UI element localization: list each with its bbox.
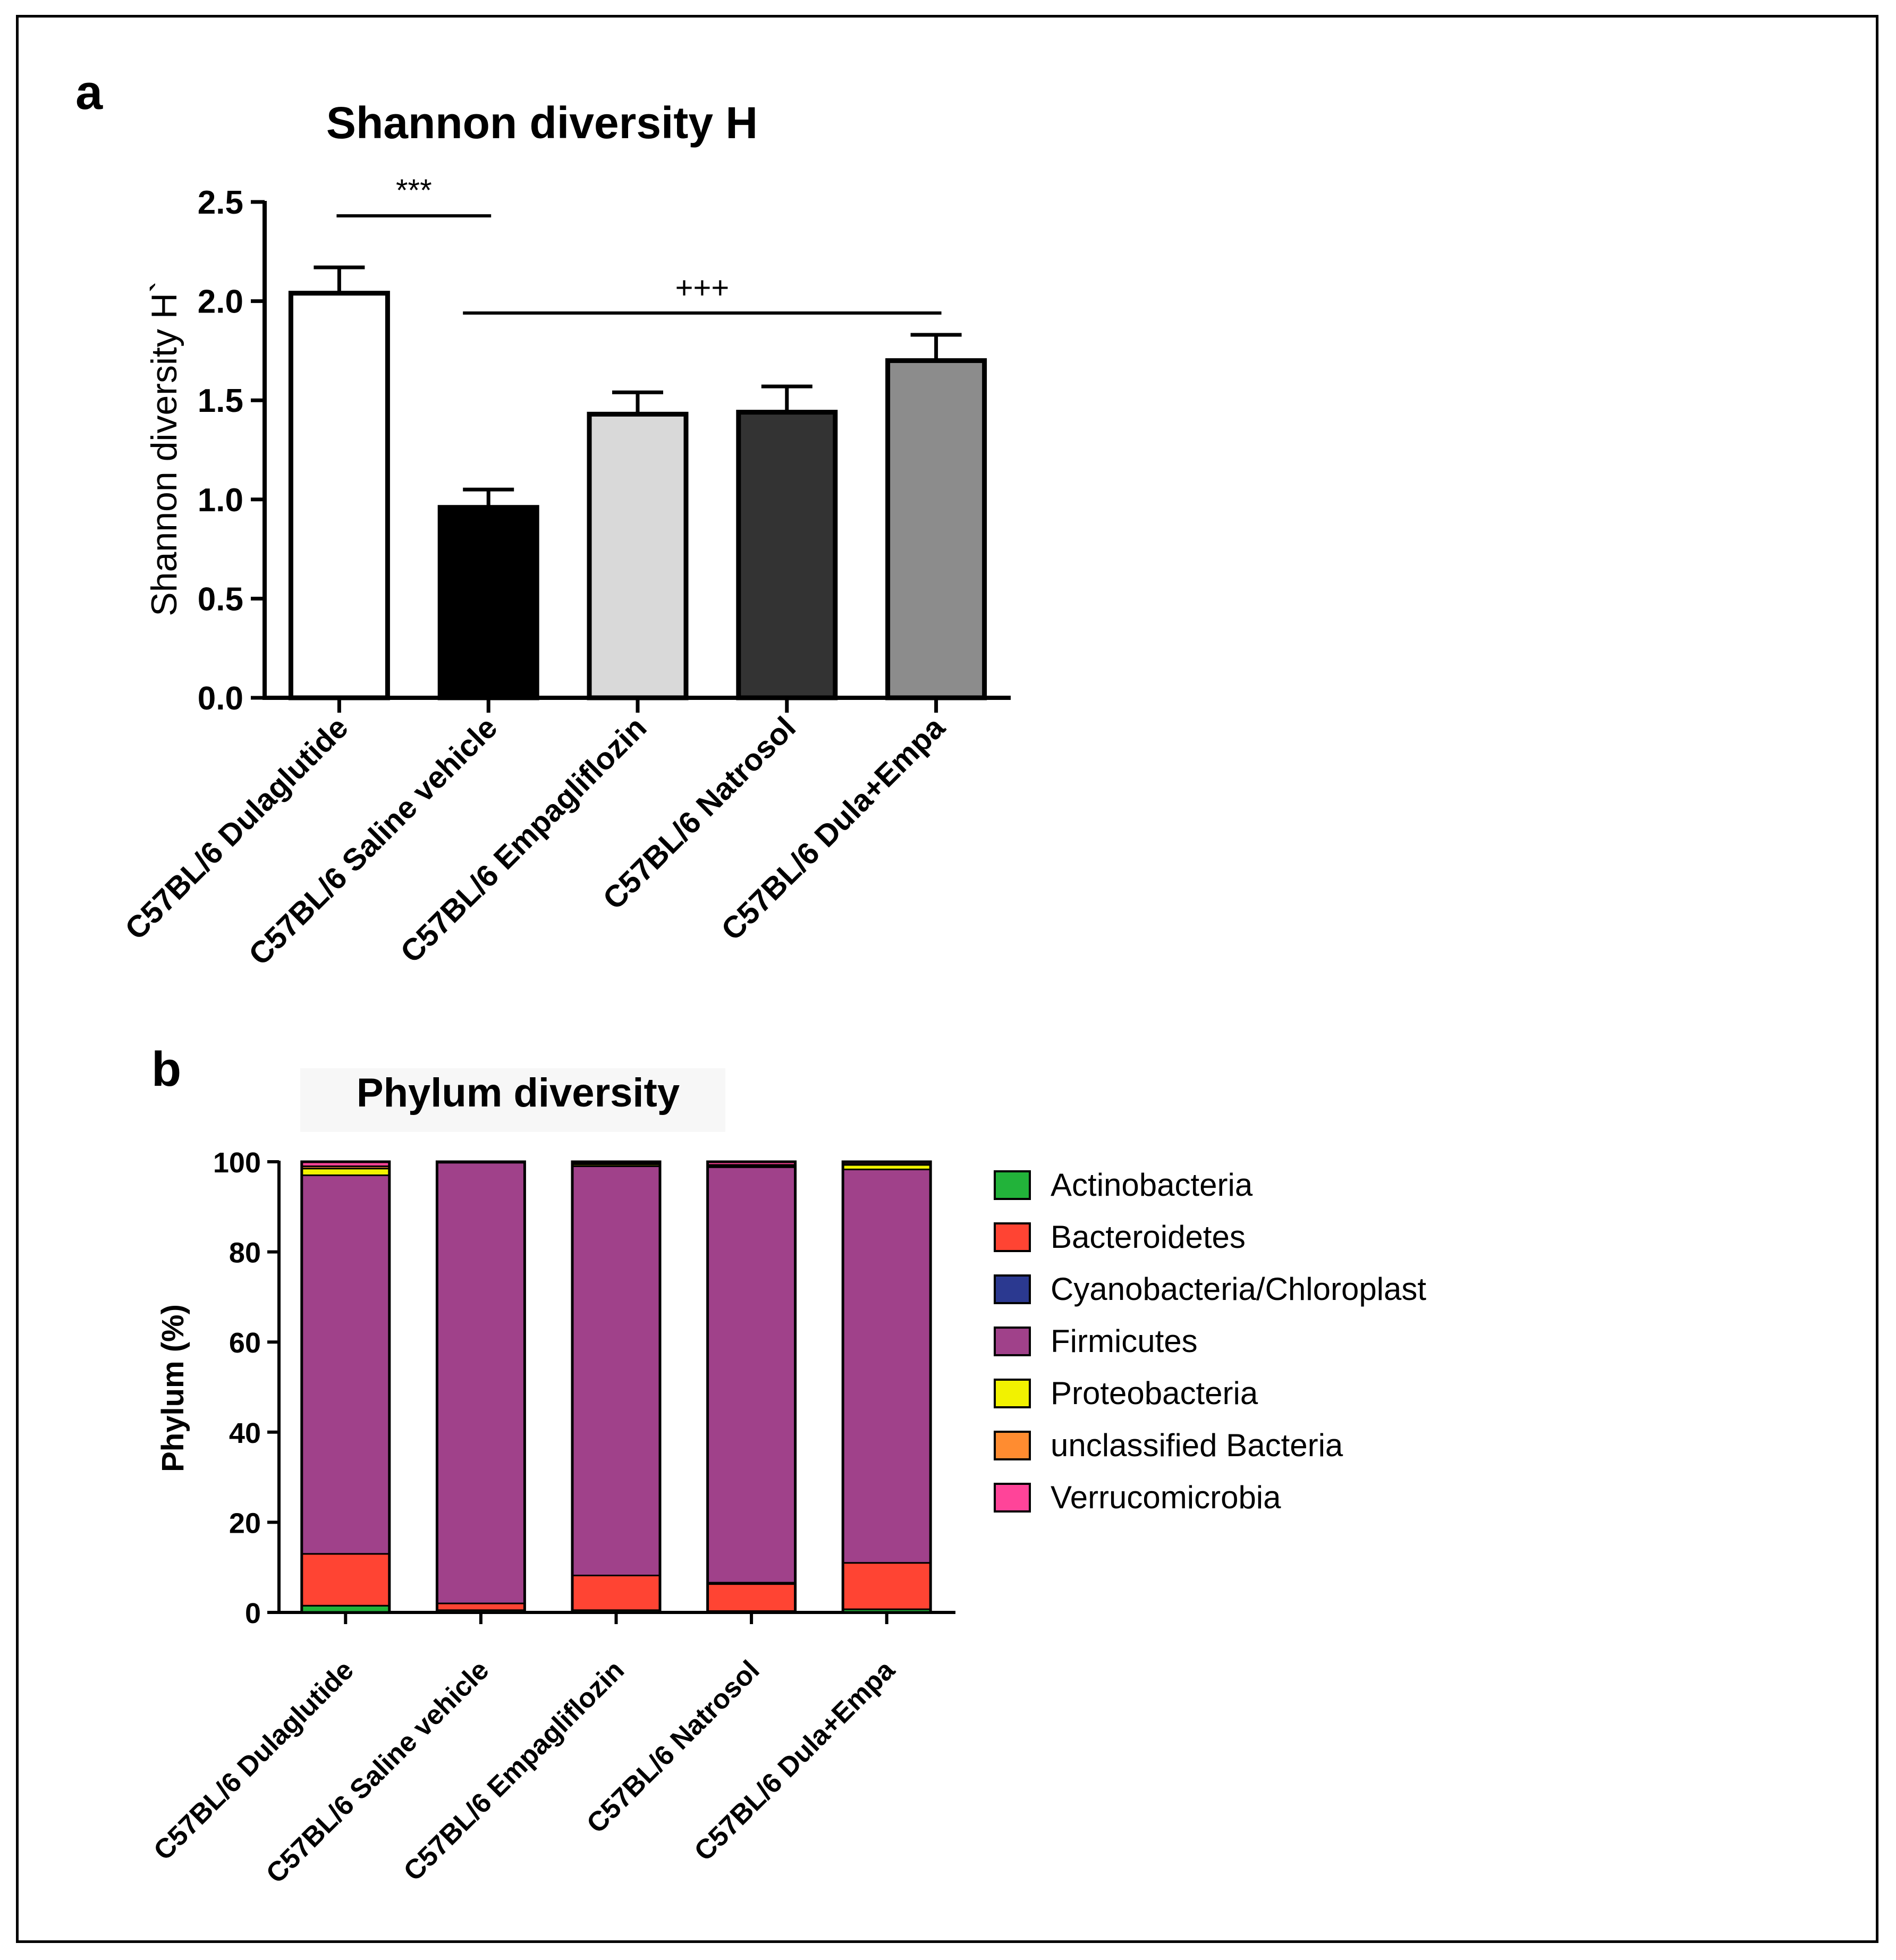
chart-b-bar-segment	[571, 1574, 661, 1611]
panel-a-letter: a	[75, 65, 103, 120]
chart-b-y-tick-label: 20	[229, 1507, 261, 1539]
chart-b-title-background	[300, 1068, 725, 1132]
chart-a-y-tick-label: 2.0	[198, 284, 243, 320]
chart-b-y-tick-label: 40	[229, 1417, 261, 1449]
chart-b-legend: Actinobacteria Bacteroidetes Cyanobacteria…	[994, 1167, 1426, 1515]
chart-b-legend-label: Firmicutes	[1051, 1323, 1198, 1359]
chart-b-title: Phylum diversity	[357, 1070, 680, 1116]
chart-b-bar-segment	[842, 1168, 932, 1564]
chart-a-bar	[736, 410, 838, 700]
chart-b-y-tick-label: 100	[213, 1147, 261, 1179]
chart-a-bar	[437, 505, 539, 700]
chart-b-bar-segment	[707, 1166, 797, 1584]
chart-a-y-tick-label: 1.0	[198, 482, 243, 519]
chart-b-legend-swatch	[994, 1431, 1031, 1460]
chart-b-y-tick-label: 60	[229, 1327, 261, 1359]
chart-b-y-tick-label: 0	[245, 1598, 261, 1629]
chart-a-y-tick-label: 0.5	[198, 581, 243, 618]
chart-b-legend-swatch	[994, 1483, 1031, 1513]
chart-a-x-tick-label: C57BL/6 Empagliflozin	[394, 710, 653, 969]
chart-a-ylabel: Shannon diversity H`	[144, 281, 184, 616]
chart-b-legend-swatch	[994, 1379, 1031, 1408]
chart-b-legend-swatch	[994, 1327, 1031, 1356]
chart-b-bar-segment	[436, 1602, 526, 1611]
chart-a-x-tick-label: C57BL/6 Saline vehicle	[242, 710, 504, 972]
chart-a-bar	[288, 291, 390, 700]
chart-a-bar	[587, 411, 689, 700]
chart-b-legend-label: Bacteroidetes	[1051, 1219, 1246, 1255]
chart-b-bar-segment	[707, 1583, 797, 1612]
chart-a-significance-label: +++	[675, 271, 730, 305]
chart-a-title: Shannon diversity H	[326, 98, 758, 148]
chart-b-x-tick-label: C57BL/6 Saline vehicle	[260, 1654, 495, 1889]
chart-b-legend-label: Cyanobacteria/Chloroplast	[1051, 1271, 1426, 1307]
chart-a-y-tick-label: 2.5	[198, 184, 243, 221]
chart-b-legend-swatch	[994, 1274, 1031, 1304]
chart-b-bar-segment	[301, 1553, 391, 1607]
chart-a-y-tick-label: 1.5	[198, 383, 243, 419]
chart-b-bar-segment	[436, 1162, 526, 1604]
chart-b-bar-segment	[301, 1174, 391, 1555]
chart-b-legend-label: unclassified Bacteria	[1051, 1427, 1343, 1463]
chart-b-legend-label: Proteobacteria	[1051, 1375, 1258, 1411]
chart-b-legend-swatch	[994, 1222, 1031, 1252]
panel-b-letter: b	[151, 1042, 181, 1096]
chart-b-legend-label: Verrucomicrobia	[1051, 1480, 1281, 1515]
chart-b-legend-swatch	[994, 1170, 1031, 1200]
chart-b-bar-segment	[571, 1165, 661, 1576]
chart-b-bar-segment	[842, 1562, 932, 1610]
chart-b-y-tick-label: 80	[229, 1237, 261, 1269]
chart-b-ylabel: Phylum (%)	[156, 1304, 190, 1472]
chart-b-bar-segment	[301, 1168, 391, 1176]
chart-a-significance-label: ***	[396, 173, 432, 208]
chart-b-legend-label: Actinobacteria	[1051, 1167, 1253, 1203]
chart-b-x-tick-label: C57BL/6 Empagliflozin	[398, 1654, 630, 1887]
chart-a-bar	[885, 358, 987, 700]
chart-a-y-tick-label: 0.0	[198, 680, 243, 717]
